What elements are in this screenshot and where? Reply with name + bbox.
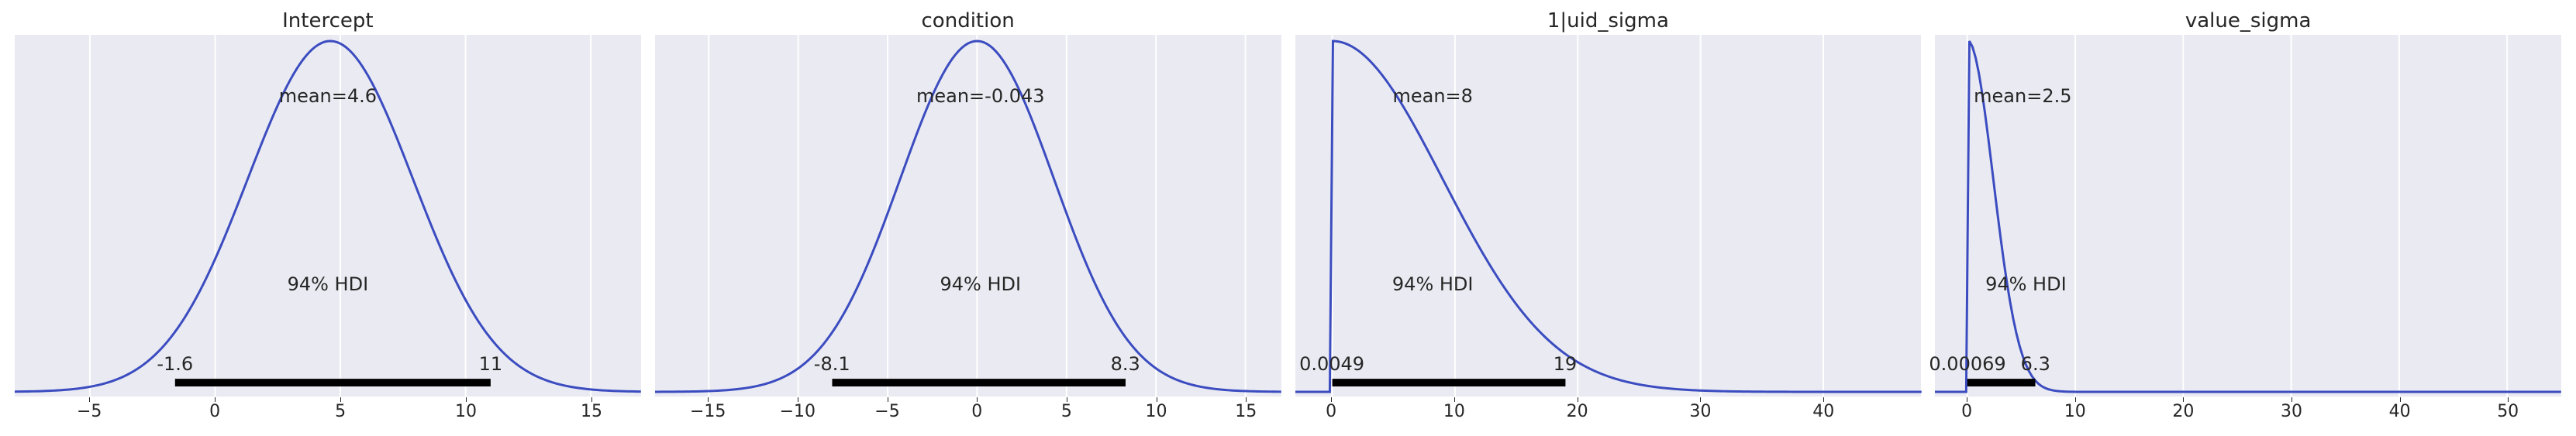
x-tick-label: 5 (335, 402, 346, 421)
x-tick-label: 40 (1812, 402, 1834, 421)
x-tick-label: −5 (77, 402, 102, 421)
x-tick-label: 0 (1961, 402, 1972, 421)
axes-area: mean=4.6 94% HDI -1.6 11 (14, 34, 642, 397)
x-tick-label: 30 (1689, 402, 1711, 421)
hdi-label: 94% HDI (1392, 273, 1474, 295)
x-tick-label: 10 (2064, 402, 2086, 421)
hdi-high-label: 19 (1554, 353, 1578, 375)
panel-intercept: Intercept mean=4.6 94% HDI -1.6 11 −5 0 5 10 15 (14, 8, 642, 428)
axes-area: mean=-0.043 94% HDI -8.1 8.3 (654, 34, 1282, 397)
hdi-low-label: 0.00069 (1929, 353, 2005, 375)
panel-title: condition (654, 8, 1282, 34)
x-tick-label: 15 (581, 402, 602, 421)
posterior-figure: Interceptmean=4.694% HDI-1.611−5051015co… (0, 0, 2576, 436)
hdi-low-label: -1.6 (157, 353, 193, 375)
x-tick-label: 15 (1235, 402, 1257, 421)
x-tick-label: −15 (690, 402, 726, 421)
density-curve (1295, 41, 1922, 392)
hdi-high-label: 6.3 (2021, 353, 2050, 375)
x-tick-label: 10 (455, 402, 477, 421)
panel-value_sigma: value_sigmamean=2.594% HDI0.000696.30102… (1934, 8, 2562, 428)
x-tick-label: 0 (971, 402, 982, 421)
mean-label: mean=-0.043 (916, 85, 1045, 107)
x-tick-label: 5 (1061, 402, 1072, 421)
x-tick-label: 50 (2497, 402, 2519, 421)
hdi-low-label: 0.0049 (1299, 353, 1364, 375)
axes-svg (1295, 35, 1922, 397)
hdi-label: 94% HDI (288, 273, 369, 295)
x-tick-label: 20 (1567, 402, 1588, 421)
x-tick-row: 0 10 20 30 40 50 (1934, 397, 2562, 428)
panel-condition: condition mean=-0.043 94% HDI -8.1 8.3 −15 −10… (654, 8, 1282, 428)
x-tick-label: 10 (1146, 402, 1167, 421)
panel-title: value_sigma (1934, 8, 2562, 34)
hdi-high-label: 11 (479, 353, 503, 375)
hdi-high-label: 8.3 (1111, 353, 1140, 375)
x-tick-label: 40 (2389, 402, 2411, 421)
panel-title: Intercept (14, 8, 642, 34)
x-tick-label: 30 (2281, 402, 2302, 421)
mean-label: mean=8 (1392, 85, 1472, 107)
hdi-label: 94% HDI (1985, 273, 2067, 295)
x-tick-row: −5 0 5 10 15 (14, 397, 642, 428)
x-tick-row: 0 10 20 30 40 (1295, 397, 1923, 428)
panel-title: 1|uid_sigma (1295, 8, 1923, 34)
x-tick-label: 20 (2172, 402, 2194, 421)
hdi-label: 94% HDI (940, 273, 1021, 295)
mean-label: mean=4.6 (279, 85, 377, 107)
x-tick-label: −10 (780, 402, 816, 421)
hdi-low-label: -8.1 (814, 353, 850, 375)
x-tick-label: 0 (209, 402, 220, 421)
x-tick-row: −15 −10 −5 0 5 10 15 (654, 397, 1282, 428)
axes-area: mean=8 94% HDI 0.0049 19 (1295, 34, 1923, 397)
axes-area: mean=2.594% HDI0.000696.3 (1934, 34, 2562, 397)
x-tick-label: 0 (1326, 402, 1336, 421)
x-tick-label: −5 (874, 402, 899, 421)
x-tick-label: 10 (1443, 402, 1465, 421)
mean-label: mean=2.5 (1974, 85, 2071, 107)
panel-uid_sigma: 1|uid_sigma mean=8 94% HDI 0.0049 19 0 10 20 30 4… (1295, 8, 1923, 428)
